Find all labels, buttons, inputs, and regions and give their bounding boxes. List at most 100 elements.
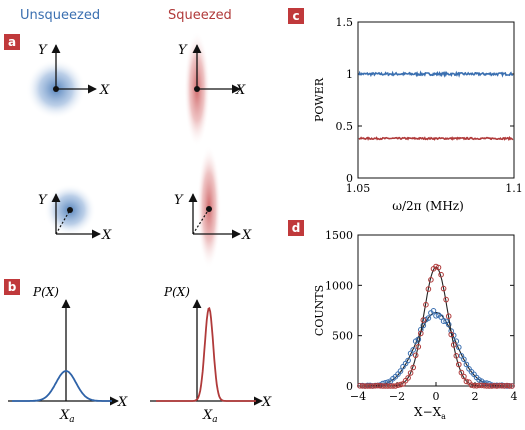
data-point-1 [450, 342, 457, 348]
y-tick-label: 1 [346, 68, 353, 81]
data-point-1 [433, 263, 439, 270]
data-point-0 [385, 379, 391, 386]
data-point-1 [423, 301, 429, 308]
svg-text:c: c [292, 9, 299, 23]
data-point-1 [397, 381, 404, 388]
data-point-1 [412, 352, 419, 359]
data-point-1 [494, 383, 500, 389]
data-point-1 [392, 383, 399, 389]
data-point-1 [501, 383, 508, 389]
unsqueezed-displaced-blob: X Y [38, 184, 112, 243]
mean-label: Xa [202, 408, 218, 425]
x-tick-label: 1.1 [505, 182, 523, 195]
data-point-0 [461, 356, 467, 363]
data-point-1 [407, 370, 414, 376]
data-point-0 [433, 313, 439, 319]
x-tick-label: 1.05 [346, 182, 371, 195]
axis-y-label: Y [174, 193, 184, 208]
data-point-0 [405, 357, 411, 364]
data-point-1 [438, 271, 444, 278]
x-tick-label: −2 [389, 390, 405, 403]
data-point-1 [456, 361, 462, 368]
py-label: P(X) [32, 285, 59, 299]
x-tick-label: 4 [511, 390, 518, 403]
svg-text:a: a [8, 35, 16, 49]
data-point-1 [359, 383, 366, 389]
fit-curve-0 [358, 311, 514, 387]
y-tick-label: 1500 [325, 229, 353, 242]
axis-x-label: X [235, 83, 246, 98]
data-point-0 [463, 361, 470, 368]
unsqueezed-vacuum-blob: X Y [26, 43, 110, 119]
data-point-1 [506, 383, 513, 389]
data-point-0 [440, 318, 447, 325]
data-point-0 [430, 308, 437, 314]
badge-d: d [288, 220, 304, 236]
badge-a: a [4, 34, 20, 50]
squeezed-distribution: P(X) X Xa [150, 285, 272, 425]
axis-x-label: X [99, 83, 110, 98]
axis-y-label: Y [178, 43, 188, 58]
data-point-1 [428, 277, 434, 283]
data-point-1 [509, 383, 515, 389]
axis-y-label: Y [38, 43, 48, 58]
plot-frame [357, 21, 515, 179]
data-point-1 [486, 383, 493, 389]
data-point-1 [369, 383, 376, 389]
x-tick-label: 0 [433, 390, 440, 403]
data-point-1 [395, 382, 401, 389]
counts-chart: 0 500 1000 1500 −4 −2 0 2 4 X−Xa COUNTS [313, 229, 518, 421]
x-axis-label: X [261, 395, 272, 410]
data-point-1 [483, 383, 490, 389]
data-point-1 [374, 382, 381, 389]
unsqueezed-header: Unsqueezed [20, 8, 100, 23]
x-axis-label: X [117, 395, 128, 410]
x-tick-label: 2 [472, 390, 479, 403]
unsqueezed-distribution: P(X) X Xa [8, 285, 128, 425]
badge-c: c [288, 8, 304, 24]
data-point-0 [445, 321, 452, 328]
py-label: P(X) [163, 285, 190, 299]
data-point-1 [410, 364, 417, 371]
y-tick-label: 0.5 [336, 120, 354, 133]
data-point-0 [453, 338, 460, 345]
axis-x-label: X [241, 228, 252, 243]
data-point-0 [410, 347, 417, 353]
y-tick-label: 0 [346, 380, 353, 393]
data-point-1 [425, 286, 432, 292]
y-axis-label: POWER [313, 77, 326, 122]
data-point-1 [435, 264, 442, 271]
svg-text:d: d [292, 221, 301, 235]
data-point-1 [390, 383, 396, 389]
data-point-1 [499, 383, 505, 389]
data-point-0 [407, 350, 414, 357]
data-point-1 [461, 373, 467, 380]
data-point-1 [415, 344, 422, 350]
y-tick-label: 500 [332, 330, 353, 343]
squeezed-vacuum-blob: X Y [178, 31, 246, 147]
data-point-1 [440, 285, 447, 292]
data-point-0 [456, 344, 462, 351]
y-axis-label: COUNTS [313, 285, 326, 336]
badge-b: b [4, 279, 20, 295]
x-axis-label: ω/2π (MHz) [392, 199, 464, 213]
mean-label: Xa [59, 408, 75, 425]
data-point-0 [397, 368, 404, 374]
data-point-0 [425, 315, 432, 321]
data-point-1 [453, 353, 460, 359]
data-point-1 [468, 382, 475, 388]
series-line-0 [358, 70, 514, 78]
data-point-1 [367, 383, 373, 389]
data-point-1 [476, 382, 482, 389]
data-point-0 [415, 336, 422, 343]
data-point-1 [458, 369, 465, 376]
y-tick-label: 1000 [325, 279, 353, 292]
data-point-0 [438, 314, 444, 320]
x-tick-label: −4 [350, 390, 366, 403]
svg-text:b: b [8, 280, 17, 294]
x-axis-label: X−Xa [414, 405, 446, 421]
axis-x-label: X [101, 228, 112, 243]
power-chart: 0 0.5 1 1.5 1.05 1.1 ω/2π (MHz) POWER [313, 16, 523, 213]
data-point-1 [463, 378, 470, 385]
